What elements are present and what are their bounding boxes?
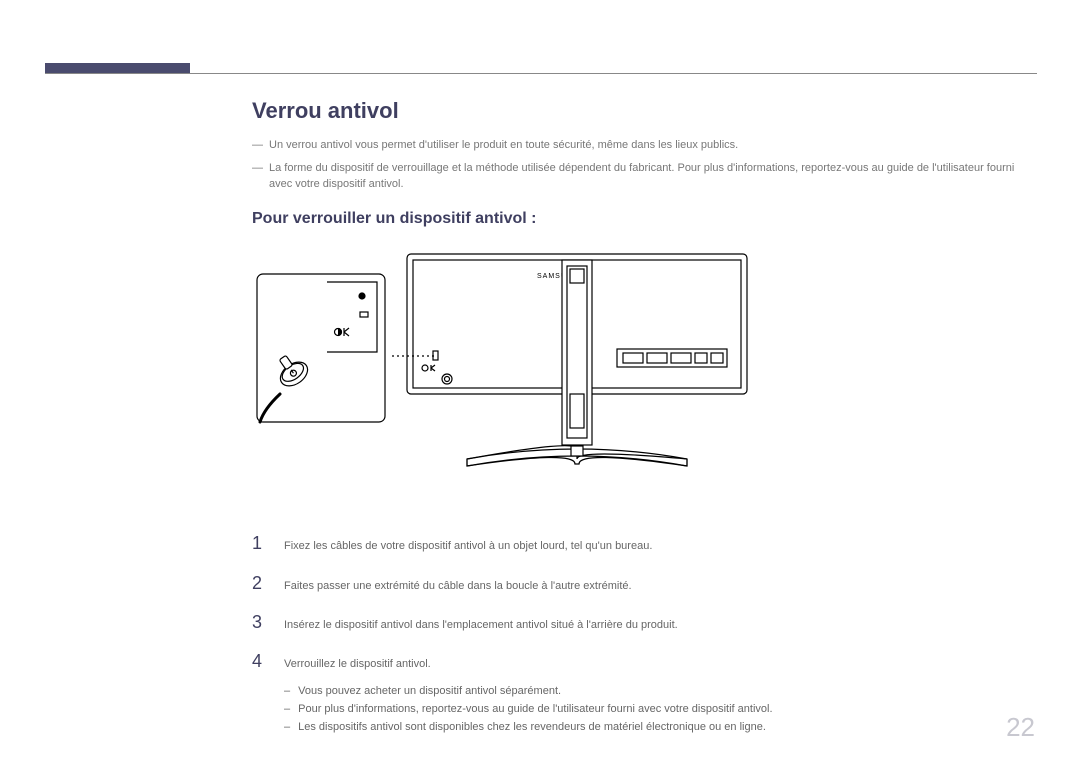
steps-list: 1 Fixez les câbles de votre dispositif a…	[252, 533, 1032, 673]
lock-diagram: SAMSUNG	[252, 244, 1032, 509]
intro-note-1: ― Un verrou antivol vous permet d'utilis…	[252, 138, 1032, 153]
step-text: Insérez le dispositif antivol dans l'emp…	[284, 618, 678, 633]
subnote-text: Vous pouvez acheter un dispositif antivo…	[298, 685, 561, 697]
step-text: Fixez les câbles de votre dispositif ant…	[284, 539, 652, 554]
intro-note-2: ― La forme du dispositif de verrouillage…	[252, 161, 1032, 192]
step-item: 1 Fixez les câbles de votre dispositif a…	[252, 533, 1032, 554]
dash-icon: ‒	[284, 721, 290, 733]
intro-note-text: La forme du dispositif de verrouillage e…	[269, 161, 1032, 192]
step-text: Faites passer une extrémité du câble dan…	[284, 579, 632, 594]
header-rule	[45, 73, 1037, 74]
dash-icon: ‒	[284, 703, 290, 715]
step-text: Verrouillez le dispositif antivol.	[284, 657, 431, 672]
step-number: 2	[252, 573, 268, 594]
step-item: 3 Insérez le dispositif antivol dans l'e…	[252, 612, 1032, 633]
dash-icon: ―	[252, 138, 263, 153]
diagram-svg: SAMSUNG	[252, 244, 772, 504]
page-number: 22	[1006, 712, 1035, 743]
section-title: Verrou antivol	[252, 98, 1032, 124]
step-number: 3	[252, 612, 268, 633]
subnote-text: Les dispositifs antivol sont disponibles…	[298, 721, 766, 733]
dash-icon: ―	[252, 161, 263, 192]
step-number: 4	[252, 651, 268, 672]
step-item: 2 Faites passer une extrémité du câble d…	[252, 573, 1032, 594]
subnote-text: Pour plus d'informations, reportez-vous …	[298, 703, 772, 715]
subnote-item: ‒ Pour plus d'informations, reportez-vou…	[284, 703, 1032, 715]
subnotes-list: ‒ Vous pouvez acheter un dispositif anti…	[284, 685, 1032, 733]
step-number: 1	[252, 533, 268, 554]
dash-icon: ‒	[284, 685, 290, 697]
content-area: Verrou antivol ― Un verrou antivol vous …	[252, 98, 1032, 739]
subnote-item: ‒ Vous pouvez acheter un dispositif anti…	[284, 685, 1032, 697]
step-item: 4 Verrouillez le dispositif antivol.	[252, 651, 1032, 672]
subnote-item: ‒ Les dispositifs antivol sont disponibl…	[284, 721, 1032, 733]
header-tab	[45, 63, 190, 73]
intro-note-text: Un verrou antivol vous permet d'utiliser…	[269, 138, 738, 153]
subsection-title: Pour verrouiller un dispositif antivol :	[252, 210, 1032, 228]
